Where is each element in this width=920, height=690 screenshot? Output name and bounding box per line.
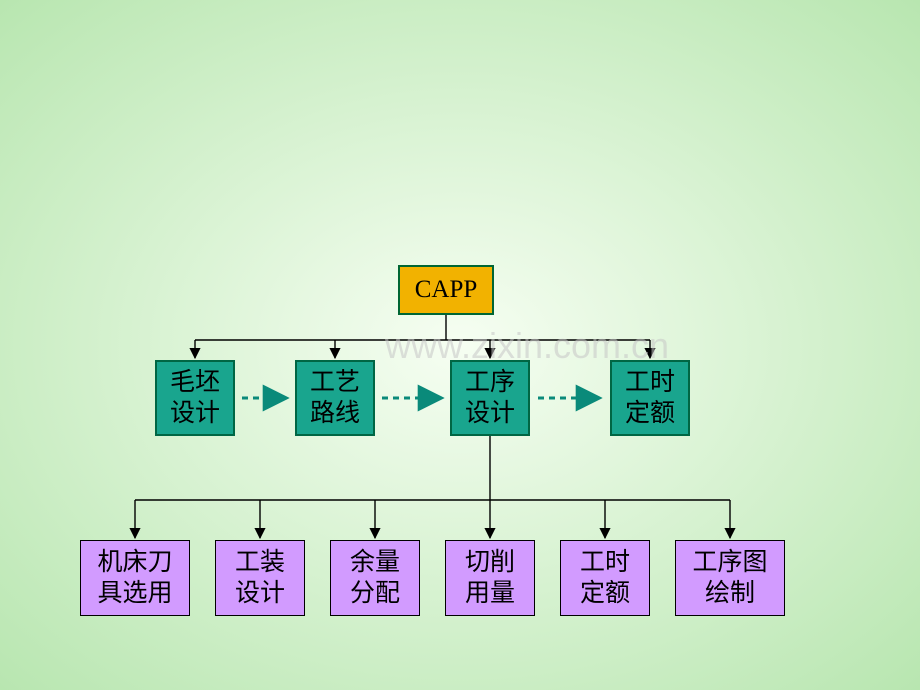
- node-l3-1: 工装设计: [215, 540, 305, 616]
- node-l3-5: 工序图绘制: [675, 540, 785, 616]
- node-l3-4: 工时定额: [560, 540, 650, 616]
- connector-lines: [0, 265, 920, 690]
- node-root: CAPP: [398, 265, 494, 315]
- node-l2-0: 毛坯设计: [155, 360, 235, 436]
- node-l2-1: 工艺路线: [295, 360, 375, 436]
- node-l2-3: 工时定额: [610, 360, 690, 436]
- node-l3-3: 切削用量: [445, 540, 535, 616]
- node-l3-2: 余量分配: [330, 540, 420, 616]
- diagram: CAPP毛坯设计工艺路线工序设计工时定额机床刀具选用工装设计余量分配切削用量工时…: [0, 265, 920, 690]
- node-l3-0: 机床刀具选用: [80, 540, 190, 616]
- node-l2-2: 工序设计: [450, 360, 530, 436]
